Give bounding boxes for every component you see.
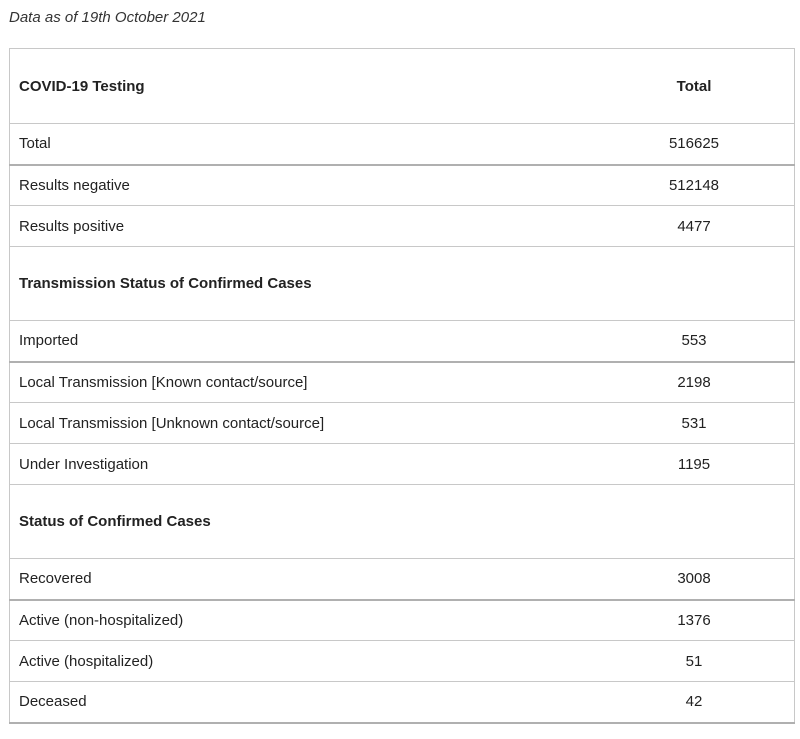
row-value: 3008 <box>594 558 795 601</box>
row-label: Deceased <box>9 681 594 724</box>
row-label: Local Transmission [Unknown contact/sour… <box>9 402 594 444</box>
row-value: 2198 <box>594 361 795 403</box>
table-row: Results positive 4477 <box>9 205 795 247</box>
table-row: Under Investigation 1195 <box>9 443 795 485</box>
section-heading-row: Status of Confirmed Cases <box>9 484 795 559</box>
section-heading-status: Status of Confirmed Cases <box>9 484 594 559</box>
section-heading-empty <box>594 484 795 559</box>
row-value: 553 <box>594 320 795 363</box>
table-header-total: Total <box>594 48 795 124</box>
section-heading-transmission: Transmission Status of Confirmed Cases <box>9 246 594 321</box>
table-row: Imported 553 <box>9 320 795 363</box>
row-label: Total <box>9 123 594 166</box>
row-value: 531 <box>594 402 795 444</box>
table-header-row: COVID-19 Testing Total <box>9 48 795 124</box>
row-value: 51 <box>594 640 795 682</box>
row-label: Local Transmission [Known contact/source… <box>9 361 594 403</box>
data-date-note: Data as of 19th October 2021 <box>9 9 206 26</box>
table-header-label: COVID-19 Testing <box>9 48 594 124</box>
table-row: Recovered 3008 <box>9 558 795 601</box>
row-value: 512148 <box>594 164 795 206</box>
section-heading-row: Transmission Status of Confirmed Cases <box>9 246 795 321</box>
row-label: Imported <box>9 320 594 363</box>
row-value: 4477 <box>594 205 795 247</box>
covid-stats-table: COVID-19 Testing Total Total 516625 Resu… <box>9 48 795 724</box>
row-value: 516625 <box>594 123 795 166</box>
row-label: Active (hospitalized) <box>9 640 594 682</box>
table-row: Results negative 512148 <box>9 164 795 206</box>
row-label: Under Investigation <box>9 443 594 485</box>
row-label: Active (non-hospitalized) <box>9 599 594 641</box>
table-row: Total 516625 <box>9 123 795 166</box>
row-value: 1376 <box>594 599 795 641</box>
row-label: Recovered <box>9 558 594 601</box>
row-label: Results negative <box>9 164 594 206</box>
row-value: 42 <box>594 681 795 724</box>
table-row: Active (non-hospitalized) 1376 <box>9 599 795 641</box>
table-row: Local Transmission [Unknown contact/sour… <box>9 402 795 444</box>
section-heading-empty <box>594 246 795 321</box>
table-row: Active (hospitalized) 51 <box>9 640 795 682</box>
row-label: Results positive <box>9 205 594 247</box>
table-row: Local Transmission [Known contact/source… <box>9 361 795 403</box>
table-row: Deceased 42 <box>9 681 795 724</box>
row-value: 1195 <box>594 443 795 485</box>
